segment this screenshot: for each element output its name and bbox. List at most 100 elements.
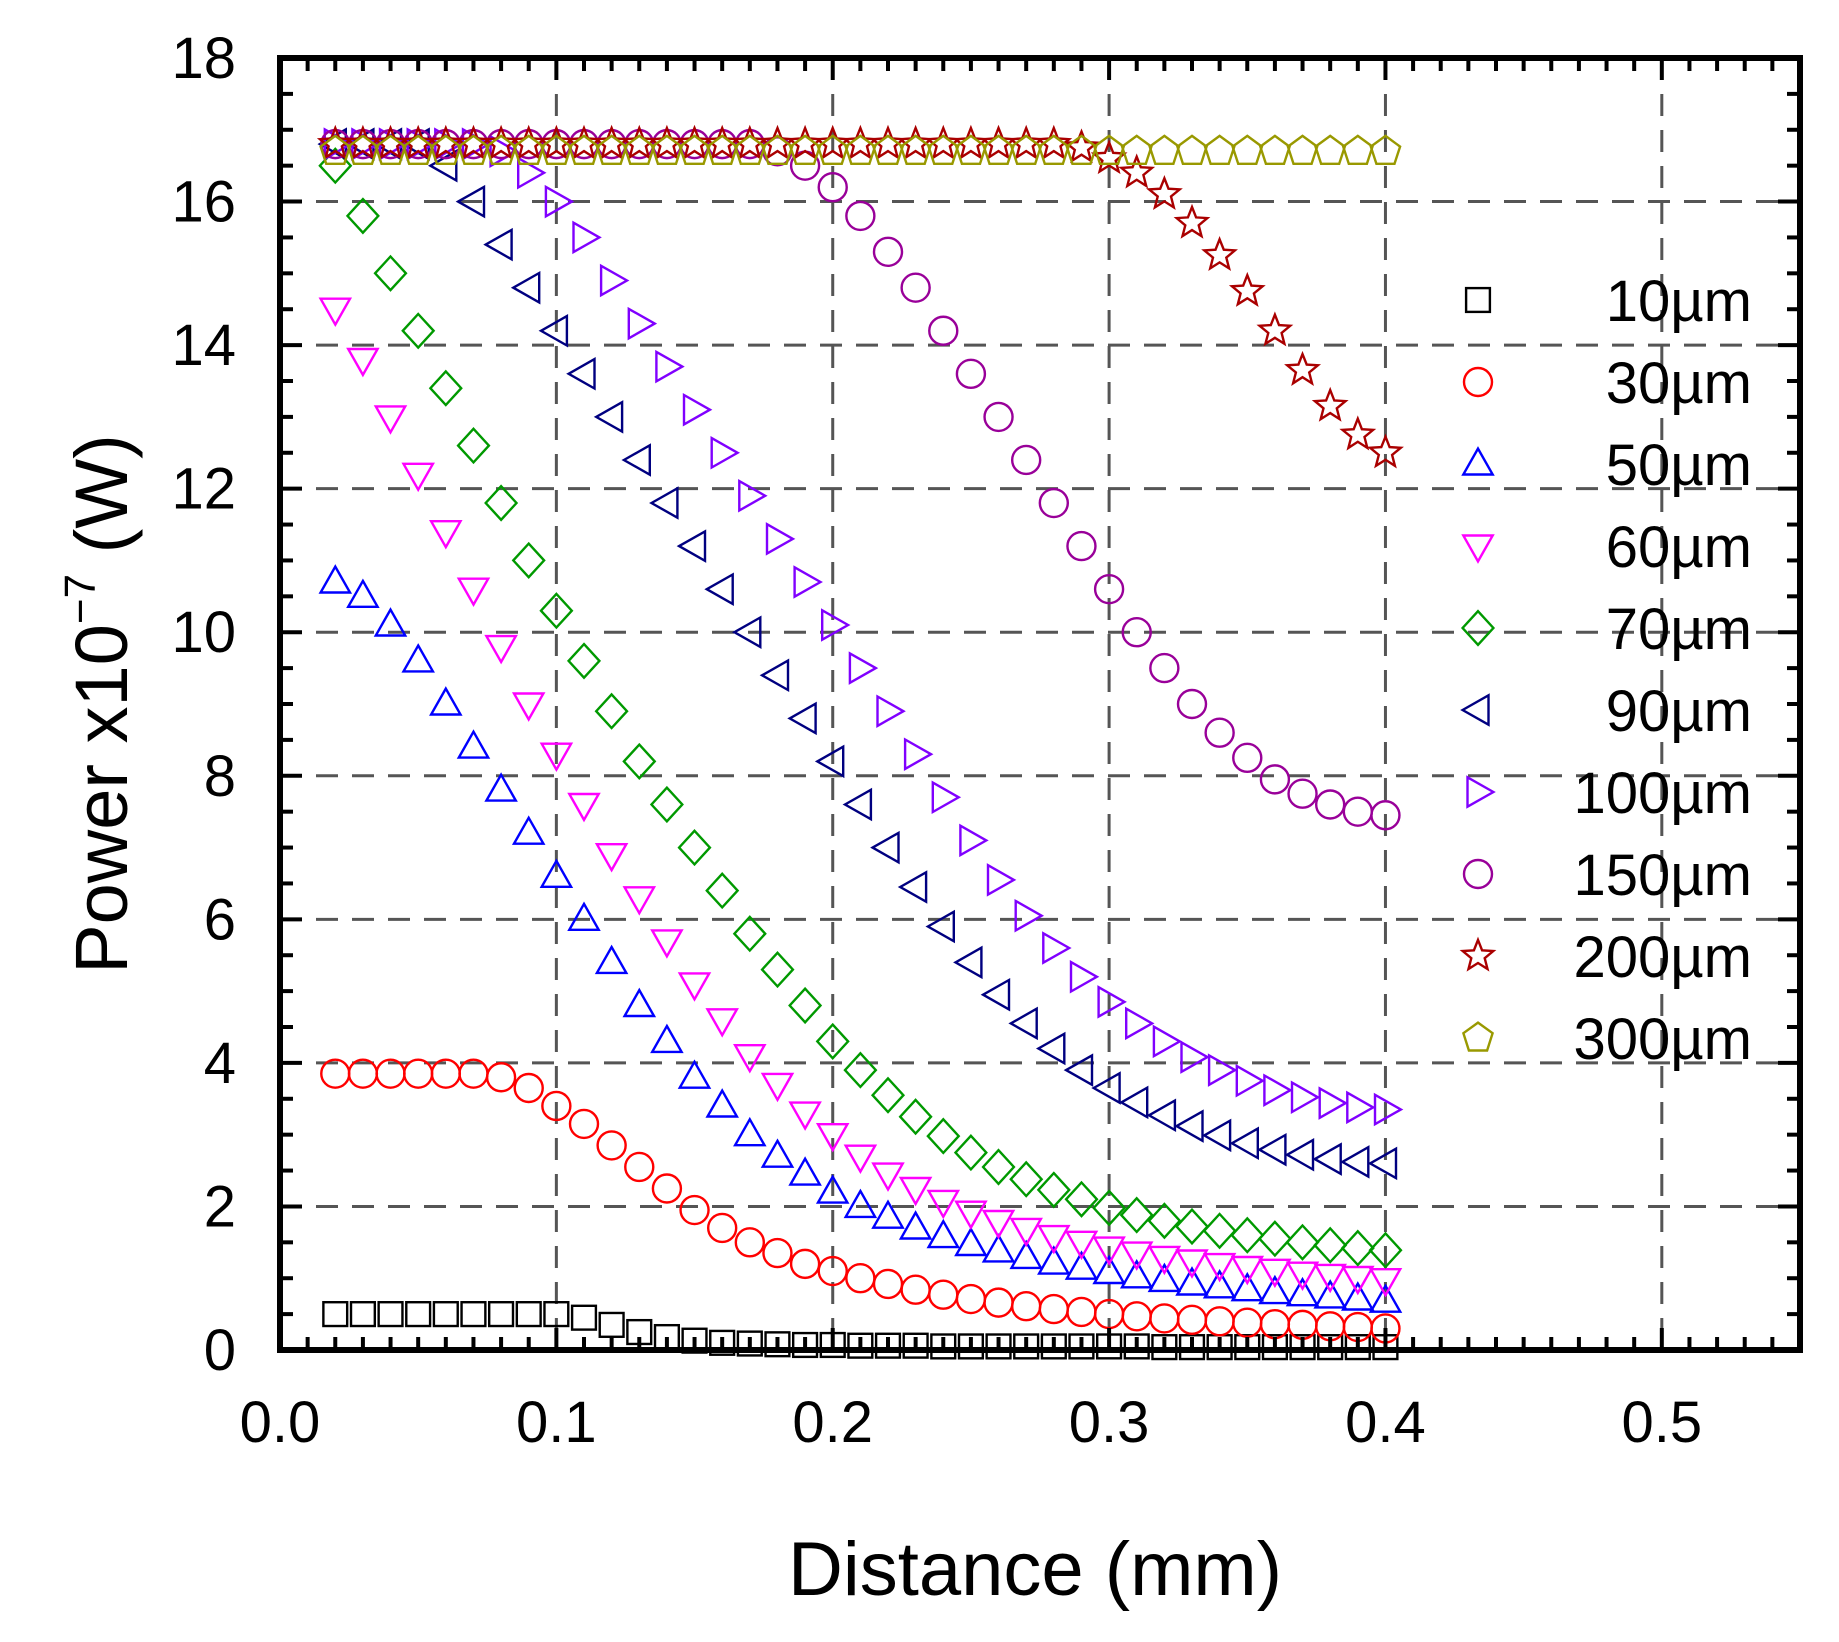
data-point: [1037, 134, 1070, 166]
data-point: [762, 1237, 793, 1269]
data-point: [1148, 134, 1181, 166]
legend-label: 100µm: [1573, 761, 1752, 826]
y-tick-label: 16: [171, 170, 236, 235]
data-point: [1092, 1189, 1127, 1227]
data-point: [1256, 311, 1294, 347]
data-point: [484, 634, 518, 665]
legend-label: 30µm: [1606, 351, 1752, 416]
y-tick-label: 6: [204, 887, 236, 952]
data-point: [791, 1331, 819, 1359]
data-point: [1119, 1241, 1154, 1271]
data-point: [595, 134, 628, 166]
data-point: [955, 358, 987, 390]
data-point: [928, 1279, 959, 1310]
data-point: [401, 643, 435, 673]
data-point: [1203, 134, 1236, 166]
legend-label: 300µm: [1573, 1007, 1752, 1072]
legend-label: 150µm: [1573, 843, 1752, 908]
data-point: [1284, 350, 1322, 386]
data-point: [983, 1287, 1014, 1318]
data-point: [1147, 1202, 1182, 1240]
data-point: [1120, 134, 1153, 166]
data-point: [1312, 1142, 1342, 1176]
y-axis-label-exponent: −7: [56, 574, 105, 624]
data-point: [706, 134, 739, 166]
data-layer: [316, 124, 1404, 1361]
series-4: [318, 147, 1403, 1269]
data-point: [734, 1227, 766, 1258]
data-point: [986, 863, 1017, 897]
data-point: [1149, 1303, 1180, 1334]
data-point: [676, 529, 707, 563]
data-point: [510, 270, 541, 305]
data-point: [953, 1134, 988, 1172]
legend-label: 60µm: [1606, 515, 1752, 580]
data-point: [1092, 134, 1126, 166]
legend-label: 90µm: [1606, 679, 1752, 744]
data-point: [954, 134, 988, 166]
data-point: [374, 134, 407, 166]
data-point: [1370, 800, 1401, 831]
data-point: [1204, 717, 1235, 748]
data-point: [649, 785, 684, 824]
data-point: [1201, 1118, 1232, 1153]
data-point: [429, 520, 463, 550]
data-point: [1066, 530, 1097, 562]
data-point: [1287, 778, 1318, 809]
legend: 10µm 30µm 50µm 60µm 70µm 90µm 100µm 150µm 200µm 3…: [1459, 269, 1752, 1072]
legend-item: 150µm: [1462, 843, 1752, 908]
data-point: [1286, 134, 1319, 166]
y-axis-label-base: Power x10: [60, 624, 143, 974]
ticks-layer: 0.0 0.1 0.2 0.3 0.4 0.5 0 2 4 6 8 10 12 14 16 18: [171, 26, 1802, 1455]
data-point: [1118, 153, 1156, 189]
data-point: [954, 1226, 988, 1257]
data-point: [1180, 1040, 1210, 1074]
data-point: [1230, 1255, 1265, 1286]
data-point: [898, 1176, 933, 1207]
data-point: [733, 1116, 767, 1147]
data-point: [345, 197, 380, 235]
data-point: [1010, 134, 1043, 166]
data-point: [1373, 1092, 1404, 1127]
data-point: [903, 737, 934, 771]
data-point: [1258, 134, 1292, 166]
data-point: [1040, 1333, 1067, 1360]
data-point: [731, 615, 762, 649]
data-point: [429, 134, 462, 166]
data-point: [760, 951, 795, 989]
data-point: [1124, 1006, 1155, 1041]
legend-item: 60µm: [1461, 515, 1752, 580]
data-point: [1174, 1109, 1204, 1143]
data-point: [1036, 1171, 1071, 1209]
data-point: [318, 297, 353, 328]
data-point: [457, 134, 490, 166]
data-point: [511, 692, 546, 722]
x-tick-label: 0.4: [1345, 1390, 1426, 1455]
data-point: [1064, 1180, 1099, 1218]
data-point: [624, 1151, 655, 1183]
data-point: [928, 315, 959, 346]
data-point: [1340, 1229, 1375, 1267]
data-point: [706, 1212, 738, 1244]
x-tick-label: 0.3: [1069, 1390, 1150, 1455]
legend-marker: [1460, 693, 1490, 727]
data-point: [1038, 487, 1070, 519]
data-point: [594, 692, 629, 730]
data-point: [843, 1051, 878, 1089]
data-point: [760, 1138, 795, 1168]
data-point: [655, 349, 685, 384]
data-point: [1014, 898, 1045, 933]
data-point: [842, 787, 873, 822]
data-point: [401, 312, 436, 350]
y-axis-label: Power x10−7 (W): [56, 434, 143, 974]
data-point: [1342, 1311, 1374, 1343]
data-point: [622, 987, 657, 1018]
data-point: [1176, 1304, 1208, 1336]
data-point: [1064, 1250, 1099, 1280]
data-point: [1201, 236, 1238, 272]
data-point: [705, 1088, 739, 1118]
data-point: [793, 565, 823, 599]
data-point: [1173, 203, 1211, 239]
data-point: [511, 541, 546, 579]
data-point: [898, 1210, 933, 1240]
